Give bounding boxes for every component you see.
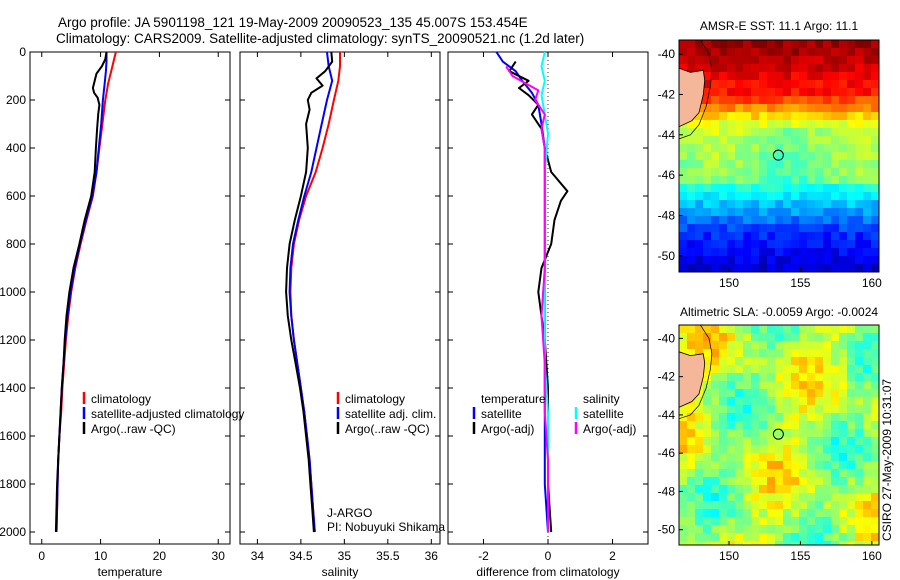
x-axis-label: temperature xyxy=(98,565,163,579)
legend-label-climatology: climatology xyxy=(91,392,151,406)
series-line-argo-adj- xyxy=(505,65,549,532)
temperature-legend: climatology satellite-adjusted climatolo… xyxy=(82,392,244,436)
legend-label-temp-argo: Argo(-adj) xyxy=(481,422,534,436)
y-tick-label: 1200 xyxy=(0,333,26,347)
y-tick-label: 1600 xyxy=(0,429,26,443)
sst-map: 150 155 160 -40 -42 -44 -46 -48 -50 xyxy=(658,39,882,290)
side-timestamp-label: CSIRO 27-May-2009 10:31:07 xyxy=(880,379,894,541)
land-tasmania xyxy=(679,351,706,408)
shelf-contour xyxy=(679,40,713,140)
y-tick-label: 1000 xyxy=(0,285,26,299)
y-tick-label: 600 xyxy=(6,189,26,203)
y-tick-label: -46 xyxy=(658,168,676,182)
legend-title-temperature: temperature xyxy=(481,392,546,406)
salinity-annotation-pi: PI: Nobuyuki Shikama xyxy=(327,520,445,534)
temperature-profile-panel: 0 10 20 30 0 200 400 600 800 1000 1200 1400 1600 1800… xyxy=(0,45,231,579)
x-tick-label: 2 xyxy=(609,549,616,563)
y-tick-label: 200 xyxy=(6,93,26,107)
sla-map-title: Altimetric SLA: -0.0059 Argo: -0.0024 xyxy=(680,305,878,319)
legend-label-satellite: satellite-adjusted climatology xyxy=(91,407,244,421)
x-tick-label: 35 xyxy=(338,549,352,563)
shelf-contour xyxy=(679,325,713,420)
y-tick-label: -50 xyxy=(658,523,676,537)
land-tasmania xyxy=(679,67,706,128)
legend-title-salinity: salinity xyxy=(583,392,620,406)
y-tick-label: 2000 xyxy=(0,525,26,539)
x-tick-label: 0 xyxy=(38,549,45,563)
y-tick-label: 1800 xyxy=(0,477,26,491)
x-tick-label: 30 xyxy=(212,549,226,563)
x-tick-label: 34 xyxy=(251,549,265,563)
y-tick-label: -40 xyxy=(658,331,676,345)
y-tick-label: -44 xyxy=(658,128,676,142)
figure-title-line1: Argo profile: JA 5901198_121 19-May-2009… xyxy=(58,15,528,30)
y-tick-label: -42 xyxy=(658,370,676,384)
figure-title-line2: Climatology: CARS2009. Satellite-adjuste… xyxy=(56,31,584,46)
difference-legend: temperature salinity satellite Argo(-adj… xyxy=(472,392,636,436)
x-tick-label: -2 xyxy=(478,549,489,563)
x-tick-label: 20 xyxy=(153,549,167,563)
x-tick-label: 160 xyxy=(862,549,882,563)
y-tick-label: 800 xyxy=(6,237,26,251)
x-tick-label: 10 xyxy=(94,549,108,563)
legend-label-sal-satellite: satellite xyxy=(583,407,624,421)
argo-location-marker xyxy=(772,428,784,440)
map-frame xyxy=(678,39,880,273)
legend-label-satellite: satellite adj. clim. xyxy=(345,407,436,421)
salinity-annotation-program: J-ARGO xyxy=(327,506,372,520)
x-tick-label: 34.5 xyxy=(289,549,313,563)
legend-label-climatology: climatology xyxy=(345,392,405,406)
plot-frame xyxy=(29,51,231,545)
x-tick-label: 35.5 xyxy=(376,549,400,563)
plot-frame xyxy=(239,51,441,545)
y-tick-label: -40 xyxy=(658,47,676,61)
y-tick-label: 0 xyxy=(19,45,26,59)
y-tick-label: -46 xyxy=(658,446,676,460)
y-tick-label: -48 xyxy=(658,209,676,223)
legend-label-argo: Argo(..raw -QC) xyxy=(345,422,430,436)
y-tick-label: -48 xyxy=(658,484,676,498)
x-tick-label: 150 xyxy=(719,549,739,563)
x-tick-label: 36 xyxy=(425,549,439,563)
sst-map-title: AMSR-E SST: 11.1 Argo: 11.1 xyxy=(700,19,859,33)
x-tick-label: 155 xyxy=(790,549,810,563)
salinity-profile-panel: 34 34.5 35 35.5 36 salinity xyxy=(239,51,441,579)
x-tick-label: 0 xyxy=(545,549,552,563)
sla-map: 150 155 160 -40 -42 -44 -46 -48 -50 xyxy=(658,324,882,563)
x-axis-label: difference from climatology xyxy=(476,565,619,579)
x-tick-label: 150 xyxy=(719,276,739,290)
salinity-legend: climatology satellite adj. clim. Argo(..… xyxy=(327,392,445,534)
series-line-argo-raw-qc- xyxy=(285,52,334,533)
legend-label-temp-satellite: satellite xyxy=(481,407,522,421)
series-line-argo-raw-qc- xyxy=(54,52,108,533)
legend-label-sal-argo: Argo(-adj) xyxy=(583,422,636,436)
y-tick-label: 1400 xyxy=(0,381,26,395)
argo-location-marker xyxy=(772,149,784,161)
legend-label-argo: Argo(..raw -QC) xyxy=(91,422,176,436)
series-line-argo-adj- xyxy=(508,61,569,533)
y-tick-label: 400 xyxy=(6,141,26,155)
map-frame xyxy=(678,324,880,546)
y-tick-label: -44 xyxy=(658,408,676,422)
difference-profile-panel: -2 0 2 difference from climatology xyxy=(447,51,649,579)
y-tick-label: -50 xyxy=(658,249,676,263)
x-tick-label: 160 xyxy=(862,276,882,290)
x-axis-label: salinity xyxy=(322,565,359,579)
x-tick-label: 155 xyxy=(790,276,810,290)
y-tick-label: -42 xyxy=(658,87,676,101)
